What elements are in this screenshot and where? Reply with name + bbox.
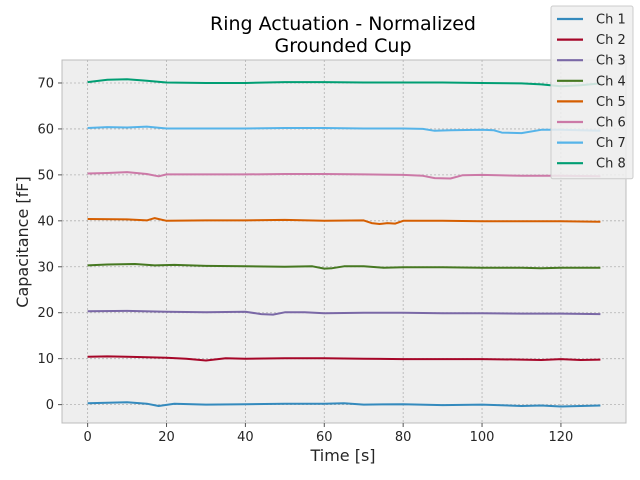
series-line-ch4: [87, 263, 601, 270]
series-line-ch7: [87, 125, 601, 135]
legend-label-ch3: Ch 3: [596, 54, 626, 69]
x-tick-label: 20: [158, 430, 175, 445]
plot-area: [61, 59, 627, 424]
legend-label-ch7: Ch 7: [596, 136, 626, 151]
y-ticks: 0 10 20 30 40 50 60 70: [37, 76, 62, 413]
x-tick-label: 120: [549, 430, 574, 445]
series-layer: [87, 78, 601, 408]
y-tick-label: 50: [37, 168, 54, 183]
y-tick-label: 60: [37, 122, 54, 137]
series-line-ch5: [87, 217, 601, 225]
x-tick-label: 40: [237, 430, 254, 445]
x-tick-label: 0: [83, 430, 91, 445]
y-tick-label: 10: [37, 352, 54, 367]
legend-label-ch4: Ch 4: [596, 74, 626, 89]
y-tick-label: 40: [37, 214, 54, 229]
y-tick-label: 30: [37, 260, 54, 275]
legend-label-ch6: Ch 6: [596, 116, 626, 131]
legend: Ch 1 Ch 2 Ch 3 Ch 4 Ch 5 Ch 6 Ch 7 Ch 8: [550, 5, 634, 180]
y-axis-label: Capacitance [fF]: [13, 176, 32, 307]
series-line-ch1: [87, 401, 601, 408]
x-axis-label: Time [s]: [309, 446, 375, 465]
legend-label-ch8: Ch 8: [596, 157, 626, 172]
legend-label-ch1: Ch 1: [596, 13, 626, 28]
series-line-ch6: [87, 171, 601, 180]
y-tick-label: 0: [46, 398, 54, 413]
legend-label-ch2: Ch 2: [596, 33, 626, 48]
series-line-ch3: [87, 309, 601, 316]
x-tick-label: 60: [316, 430, 333, 445]
legend-box: [550, 5, 634, 180]
series-line-ch2: [87, 355, 601, 362]
chart-title-line-1: Ring Actuation - Normalized: [210, 13, 476, 35]
y-tick-label: 70: [37, 76, 54, 91]
series-line-ch8: [87, 78, 601, 88]
x-tick-label: 80: [395, 430, 412, 445]
chart-title-line-2: Grounded Cup: [274, 35, 411, 57]
x-ticks: 0 20 40 60 80 100 120: [83, 423, 573, 445]
legend-label-ch5: Ch 5: [596, 95, 626, 110]
x-tick-label: 100: [470, 430, 495, 445]
y-tick-label: 20: [37, 306, 54, 321]
